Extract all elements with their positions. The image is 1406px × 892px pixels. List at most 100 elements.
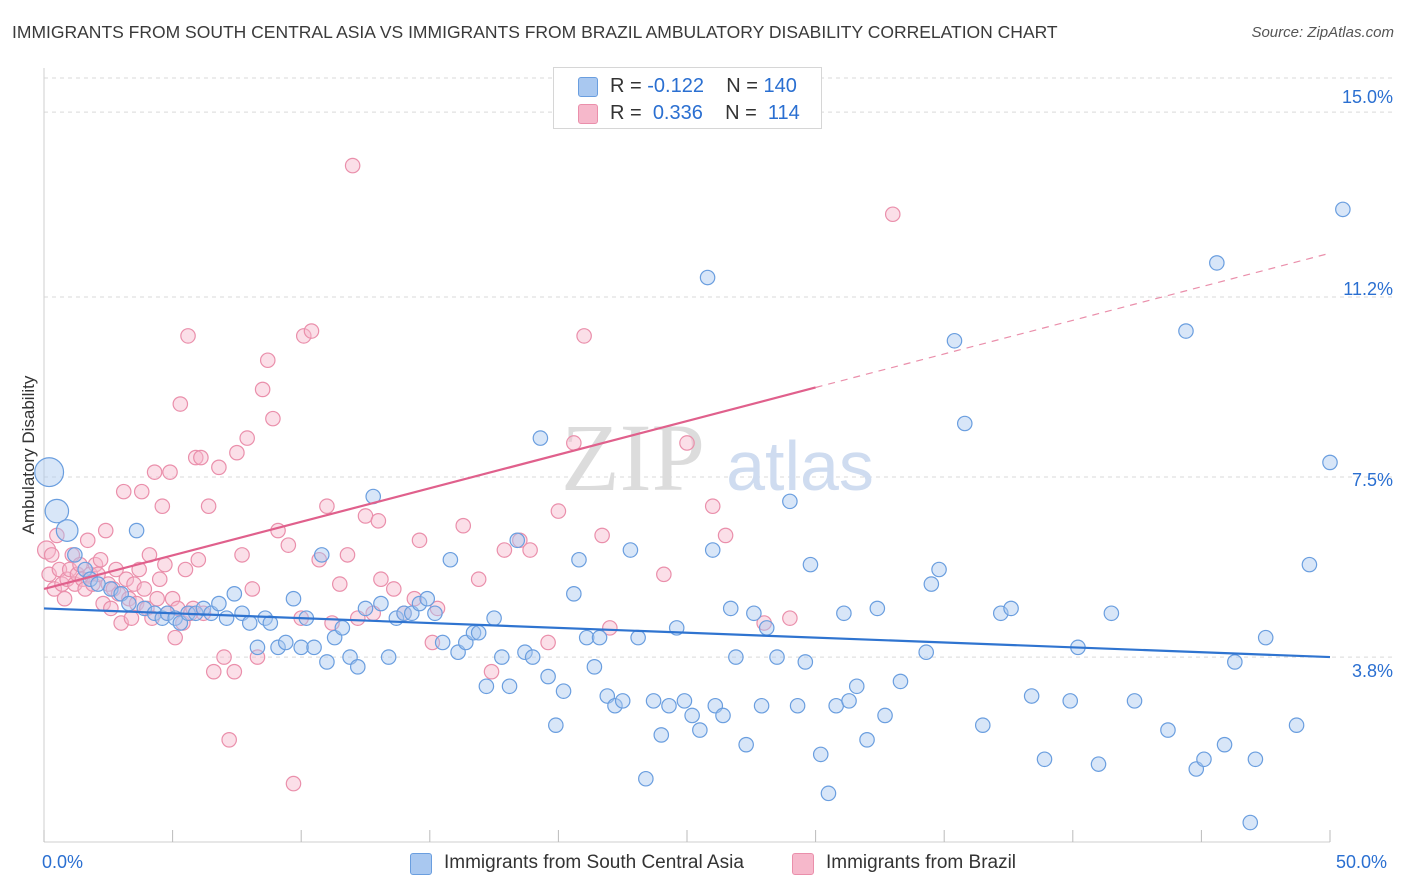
data-point — [1196, 751, 1212, 768]
data-point — [738, 736, 754, 753]
n-label: N = — [725, 102, 757, 124]
data-point — [419, 590, 436, 607]
data-point — [630, 629, 646, 646]
data-point — [692, 722, 708, 738]
data-point — [812, 746, 829, 763]
data-point — [92, 551, 109, 568]
data-point — [349, 659, 366, 675]
legend-swatch-pink — [792, 853, 814, 875]
data-point — [205, 663, 222, 680]
data-point — [43, 547, 60, 563]
data-point — [1216, 736, 1233, 753]
data-point — [586, 659, 603, 675]
blue-swatch — [578, 77, 598, 97]
data-point — [262, 615, 279, 631]
data-point — [149, 590, 165, 607]
gridlines — [44, 77, 1392, 658]
data-point — [151, 571, 168, 588]
data-point — [653, 727, 670, 743]
data-point — [221, 732, 237, 748]
data-point — [434, 634, 451, 651]
data-point — [67, 547, 83, 563]
data-point — [128, 522, 145, 539]
data-point — [331, 576, 348, 592]
data-point — [411, 595, 428, 612]
r-label: R = — [610, 75, 642, 97]
data-point — [442, 551, 459, 568]
data-point — [578, 629, 595, 646]
data-point — [1178, 323, 1194, 339]
data-point — [121, 590, 137, 607]
data-point — [494, 649, 510, 665]
data-point — [1160, 722, 1176, 738]
data-point — [303, 323, 320, 339]
data-point — [133, 483, 150, 500]
data-point — [483, 663, 500, 680]
data-point — [211, 459, 227, 476]
data-point — [55, 519, 79, 542]
data-point — [1335, 201, 1351, 218]
data-point — [146, 464, 163, 480]
watermark-atlas: atlas — [726, 427, 874, 505]
data-point — [77, 561, 93, 578]
data-point — [656, 566, 672, 583]
data-point — [313, 547, 330, 563]
data-point — [550, 503, 567, 519]
trend-line-blue — [43, 607, 1331, 659]
data-point — [782, 610, 798, 626]
data-point — [1301, 556, 1318, 573]
data-point — [118, 571, 135, 588]
data-point — [679, 435, 695, 451]
data-point — [277, 634, 294, 651]
data-point — [753, 697, 770, 714]
data-point — [797, 654, 814, 670]
trend-line-pink-extension — [815, 252, 1331, 389]
data-point — [923, 576, 940, 592]
r-value-pink: 0.336 — [652, 102, 703, 124]
data-point — [306, 639, 322, 656]
data-point — [566, 586, 582, 602]
data-point — [115, 483, 132, 500]
data-point — [265, 410, 281, 427]
data-point — [715, 707, 731, 724]
data-point — [1242, 814, 1259, 831]
data-point — [280, 537, 297, 553]
x-tick-label: 0.0% — [42, 852, 84, 872]
data-point — [357, 600, 374, 617]
data-point — [828, 697, 844, 714]
data-point — [532, 430, 549, 446]
data-point — [956, 415, 973, 432]
r-label: R = — [610, 102, 642, 124]
x-tick-label: 50.0% — [1336, 852, 1388, 872]
data-point — [285, 590, 302, 607]
trend-line-pink — [43, 386, 816, 591]
data-point — [1288, 717, 1305, 734]
data-point — [946, 332, 963, 349]
data-point — [103, 600, 119, 617]
data-point — [1023, 688, 1040, 704]
data-point — [195, 600, 212, 617]
data-point — [370, 513, 387, 529]
south-central-asia-points — [34, 201, 1351, 831]
data-point — [841, 693, 857, 709]
data-point — [859, 732, 875, 748]
data-point — [162, 464, 178, 480]
brazil-points — [36, 157, 901, 792]
data-point — [699, 269, 716, 286]
data-point — [293, 639, 309, 656]
data-point — [216, 649, 232, 665]
data-point — [877, 707, 893, 724]
data-point — [782, 493, 798, 510]
data-point — [177, 561, 194, 578]
data-point — [319, 498, 335, 515]
data-point — [1322, 454, 1338, 471]
n-value-blue: 140 — [763, 75, 797, 97]
watermark-zip: ZIP — [561, 404, 705, 511]
n-label: N = — [726, 75, 758, 97]
data-point — [226, 663, 243, 680]
data-point — [501, 678, 518, 695]
data-point — [254, 381, 271, 398]
data-point — [1227, 654, 1243, 670]
data-point — [470, 624, 487, 641]
